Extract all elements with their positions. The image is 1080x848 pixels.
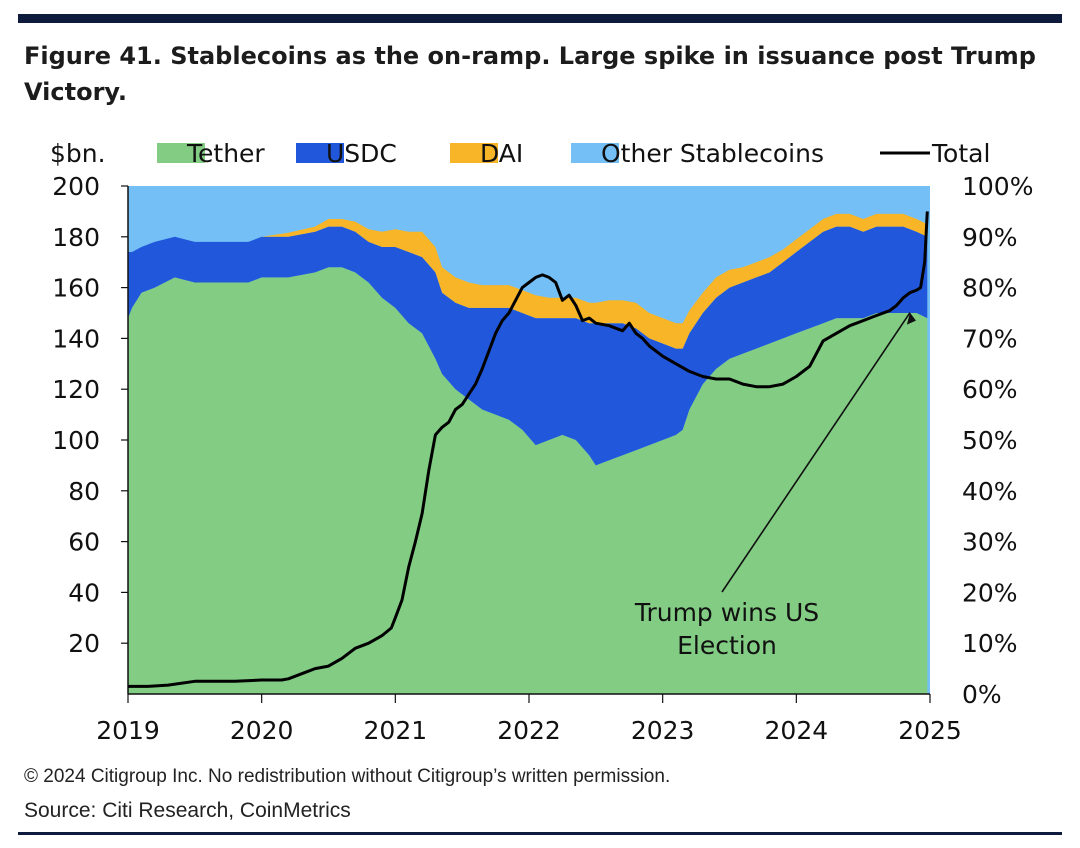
- y2-tick-label: 10%: [962, 629, 1018, 658]
- x-tick-label: 2024: [765, 716, 829, 745]
- y2-tick-label: 70%: [962, 324, 1018, 353]
- y-tick-label: 40: [68, 578, 100, 607]
- legend-swatch-tether: [157, 143, 205, 163]
- y-axis-unit-label: $bn.: [50, 139, 106, 168]
- y-tick-label: 80: [68, 477, 100, 506]
- y2-tick-label: 50%: [962, 426, 1018, 455]
- y-tick-label: 60: [68, 528, 100, 557]
- legend-label-dai: DAI: [480, 139, 523, 168]
- annotation-text-line1: Trump wins US: [634, 598, 819, 627]
- y-tick-label: 20: [68, 629, 100, 658]
- y2-tick-label: 0%: [962, 680, 1002, 709]
- figure-title-line2: Victory.: [24, 78, 127, 106]
- legend-label-total: Total: [931, 139, 990, 168]
- y2-tick-label: 100%: [962, 172, 1033, 201]
- left-axis-ticks: 20 40 60 80 100 120 140 160 180 200: [52, 172, 128, 658]
- area-usdc: [128, 226, 928, 466]
- y-tick-label: 120: [52, 375, 100, 404]
- legend-label-other-stablecoins: Other Stablecoins: [601, 139, 824, 168]
- legend: $bn. Tether USDC DAI Other Stablecoins Total: [50, 139, 990, 168]
- legend-swatch-usdc: [296, 143, 344, 163]
- total-series: [128, 211, 929, 688]
- x-tick-label: 2019: [96, 716, 160, 745]
- legend-swatch-dai: [450, 143, 498, 163]
- x-tick-label: 2022: [497, 716, 561, 745]
- x-tick-label: 2021: [364, 716, 428, 745]
- total-line: [128, 211, 929, 688]
- legend-swatch-other-stablecoins: [571, 143, 619, 163]
- source-note: Source: Citi Research, CoinMetrics: [24, 799, 351, 822]
- x-tick-label: 2020: [230, 716, 294, 745]
- right-axis-ticks: 0% 10% 20% 30% 40% 50% 60% 70% 80% 90% 100%: [962, 172, 1033, 709]
- y2-tick-label: 90%: [962, 223, 1018, 252]
- stablecoin-chart: 20 40 60 80 100 120 140 160 180 200 0% 10% 20% 30% 40…: [50, 139, 1033, 745]
- y2-tick-label: 30%: [962, 528, 1018, 557]
- legend-label-usdc: USDC: [326, 139, 397, 168]
- y-tick-label: 180: [52, 223, 100, 252]
- x-tick-label: 2023: [631, 716, 695, 745]
- x-axis-ticks: 2019 2020 2021 2022 2023 2024 2025: [96, 694, 962, 745]
- figure-title: Figure 41. Stablecoins as the on-ramp. L…: [24, 38, 1044, 110]
- legend-label-tether: Tether: [186, 139, 265, 168]
- y-tick-label: 200: [52, 172, 100, 201]
- annotation-arrow-line: [721, 312, 911, 593]
- annotation-arrow-head: [906, 312, 916, 325]
- annotation: Trump wins US Election: [634, 312, 916, 660]
- y2-tick-label: 80%: [962, 274, 1018, 303]
- copyright-note: © 2024 Citigroup Inc. No redistribution …: [24, 766, 671, 787]
- y2-tick-label: 20%: [962, 578, 1018, 607]
- top-rule: [18, 14, 1062, 23]
- y2-tick-label: 40%: [962, 477, 1018, 506]
- stacked-areas: [128, 186, 930, 694]
- x-tick-label: 2025: [898, 716, 962, 745]
- y-tick-label: 160: [52, 274, 100, 303]
- y-tick-label: 100: [52, 426, 100, 455]
- figure-title-line1: Figure 41. Stablecoins as the on-ramp. L…: [24, 42, 1036, 70]
- y-tick-label: 140: [52, 324, 100, 353]
- area-tether: [128, 267, 928, 694]
- bottom-rule: [18, 832, 1062, 835]
- annotation-text-line2: Election: [677, 631, 777, 660]
- y2-tick-label: 60%: [962, 375, 1018, 404]
